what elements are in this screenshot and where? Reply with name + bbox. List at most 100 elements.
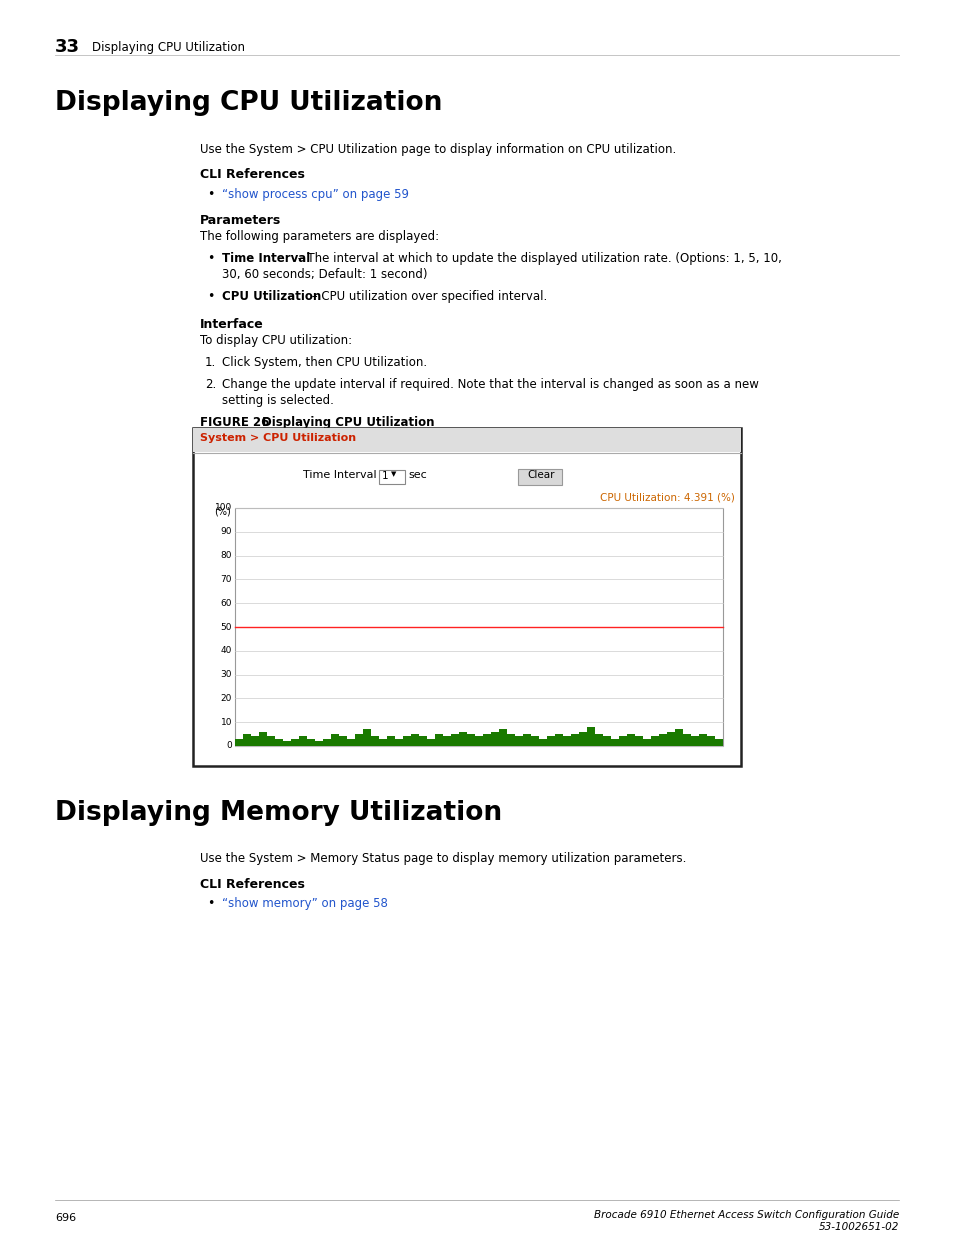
Bar: [339, 736, 346, 746]
Bar: [235, 739, 242, 746]
Bar: [595, 734, 602, 746]
Text: – CPU utilization over specified interval.: – CPU utilization over specified interva…: [308, 290, 547, 303]
Text: Displaying CPU Utilization: Displaying CPU Utilization: [262, 416, 434, 429]
Bar: [517, 469, 561, 485]
Bar: [435, 734, 442, 746]
Bar: [507, 734, 515, 746]
Bar: [451, 734, 458, 746]
Text: 30, 60 seconds; Default: 1 second): 30, 60 seconds; Default: 1 second): [222, 268, 427, 282]
Bar: [706, 736, 714, 746]
Bar: [491, 731, 498, 746]
Text: – The interval at which to update the displayed utilization rate. (Options: 1, 5: – The interval at which to update the di…: [294, 252, 781, 266]
Bar: [562, 736, 570, 746]
Text: Click System, then CPU Utilization.: Click System, then CPU Utilization.: [222, 356, 427, 369]
Bar: [379, 739, 386, 746]
Text: 20: 20: [220, 694, 232, 703]
Bar: [715, 739, 722, 746]
Bar: [691, 736, 698, 746]
Bar: [627, 734, 634, 746]
Bar: [538, 739, 546, 746]
Text: •: •: [207, 897, 214, 910]
Text: CPU Utilization: 4.391 (%): CPU Utilization: 4.391 (%): [599, 492, 734, 501]
Bar: [602, 736, 610, 746]
Bar: [531, 736, 538, 746]
Text: CLI References: CLI References: [200, 168, 305, 182]
Text: Change the update interval if required. Note that the interval is changed as soo: Change the update interval if required. …: [222, 378, 758, 391]
Bar: [458, 731, 466, 746]
Text: The following parameters are displayed:: The following parameters are displayed:: [200, 230, 438, 243]
Bar: [642, 739, 650, 746]
Text: 10: 10: [220, 718, 232, 726]
Bar: [587, 727, 594, 746]
Bar: [523, 734, 530, 746]
Text: Use the System > Memory Status page to display memory utilization parameters.: Use the System > Memory Status page to d…: [200, 852, 685, 864]
Bar: [193, 429, 740, 452]
Text: Parameters: Parameters: [200, 214, 281, 227]
Bar: [267, 736, 274, 746]
Text: Displaying Memory Utilization: Displaying Memory Utilization: [55, 800, 501, 826]
Bar: [699, 734, 706, 746]
Text: To display CPU utilization:: To display CPU utilization:: [200, 333, 352, 347]
Bar: [355, 734, 362, 746]
Bar: [651, 736, 658, 746]
Bar: [234, 508, 722, 746]
Bar: [611, 739, 618, 746]
Bar: [193, 429, 740, 766]
Text: Clear: Clear: [526, 471, 554, 480]
Bar: [682, 734, 690, 746]
Bar: [515, 736, 522, 746]
Bar: [427, 739, 435, 746]
Bar: [483, 734, 490, 746]
Bar: [283, 741, 291, 746]
Bar: [347, 739, 355, 746]
Bar: [475, 736, 482, 746]
Bar: [363, 730, 371, 746]
Text: System > CPU Utilization: System > CPU Utilization: [200, 433, 355, 443]
Text: 696: 696: [55, 1213, 76, 1223]
Text: Interface: Interface: [200, 317, 263, 331]
Text: 2.: 2.: [205, 378, 216, 391]
Text: 40: 40: [220, 646, 232, 656]
Text: Displaying CPU Utilization: Displaying CPU Utilization: [91, 41, 245, 54]
Bar: [443, 736, 450, 746]
Text: •: •: [207, 252, 214, 266]
Text: 30: 30: [220, 671, 232, 679]
Bar: [618, 736, 626, 746]
Bar: [411, 734, 418, 746]
Text: •: •: [207, 188, 214, 201]
Bar: [291, 739, 298, 746]
Text: Time Interval: Time Interval: [303, 471, 376, 480]
Bar: [675, 730, 682, 746]
Text: Brocade 6910 Ethernet Access Switch Configuration Guide: Brocade 6910 Ethernet Access Switch Conf…: [593, 1210, 898, 1220]
Bar: [378, 471, 405, 484]
Bar: [666, 731, 674, 746]
Bar: [299, 736, 306, 746]
Bar: [635, 736, 642, 746]
Bar: [259, 731, 267, 746]
Text: Displaying CPU Utilization: Displaying CPU Utilization: [55, 90, 442, 116]
Text: 33: 33: [55, 38, 80, 56]
Text: CPU Utilization: CPU Utilization: [222, 290, 321, 303]
Text: •: •: [207, 290, 214, 303]
Bar: [323, 739, 331, 746]
Text: setting is selected.: setting is selected.: [222, 394, 334, 408]
Text: 1: 1: [381, 471, 388, 480]
Bar: [547, 736, 554, 746]
Bar: [555, 734, 562, 746]
Text: 80: 80: [220, 551, 232, 561]
Text: CLI References: CLI References: [200, 878, 305, 890]
Bar: [243, 734, 251, 746]
Bar: [419, 736, 426, 746]
Text: Use the System > CPU Utilization page to display information on CPU utilization.: Use the System > CPU Utilization page to…: [200, 143, 676, 156]
Text: 70: 70: [220, 576, 232, 584]
Text: “show memory” on page 58: “show memory” on page 58: [222, 897, 388, 910]
Text: 1.: 1.: [205, 356, 216, 369]
Bar: [371, 736, 378, 746]
Bar: [307, 739, 314, 746]
Text: “show process cpu” on page 59: “show process cpu” on page 59: [222, 188, 409, 201]
Bar: [331, 734, 338, 746]
Text: Time Interval: Time Interval: [222, 252, 310, 266]
Text: 60: 60: [220, 599, 232, 608]
Text: 53-1002651-02: 53-1002651-02: [818, 1221, 898, 1233]
Text: 0: 0: [226, 741, 232, 751]
